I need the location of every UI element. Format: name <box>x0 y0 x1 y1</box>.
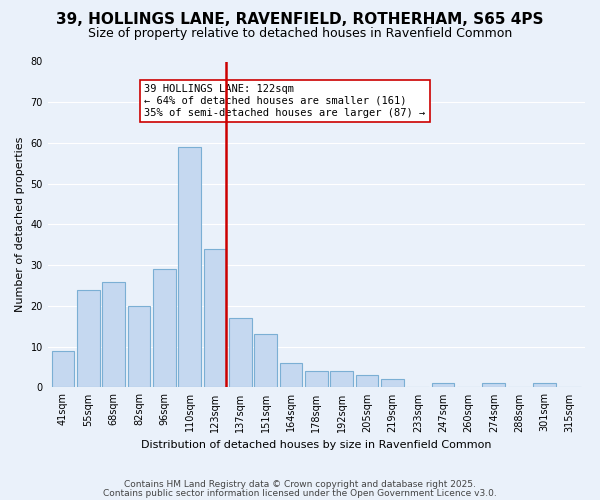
Bar <box>254 334 277 388</box>
Y-axis label: Number of detached properties: Number of detached properties <box>15 137 25 312</box>
Text: 39 HOLLINGS LANE: 122sqm
← 64% of detached houses are smaller (161)
35% of semi-: 39 HOLLINGS LANE: 122sqm ← 64% of detach… <box>145 84 426 117</box>
Bar <box>153 270 176 388</box>
X-axis label: Distribution of detached houses by size in Ravenfield Common: Distribution of detached houses by size … <box>141 440 491 450</box>
Bar <box>356 375 379 388</box>
Bar <box>533 384 556 388</box>
Text: Contains public sector information licensed under the Open Government Licence v3: Contains public sector information licen… <box>103 488 497 498</box>
Bar <box>128 306 151 388</box>
Bar <box>102 282 125 388</box>
Bar <box>331 371 353 388</box>
Text: Size of property relative to detached houses in Ravenfield Common: Size of property relative to detached ho… <box>88 28 512 40</box>
Bar <box>178 147 201 388</box>
Bar <box>52 351 74 388</box>
Bar <box>482 384 505 388</box>
Bar <box>203 249 226 388</box>
Bar <box>280 363 302 388</box>
Bar <box>431 384 454 388</box>
Bar <box>381 380 404 388</box>
Text: 39, HOLLINGS LANE, RAVENFIELD, ROTHERHAM, S65 4PS: 39, HOLLINGS LANE, RAVENFIELD, ROTHERHAM… <box>56 12 544 28</box>
Bar <box>77 290 100 388</box>
Text: Contains HM Land Registry data © Crown copyright and database right 2025.: Contains HM Land Registry data © Crown c… <box>124 480 476 489</box>
Bar <box>305 371 328 388</box>
Bar <box>229 318 252 388</box>
